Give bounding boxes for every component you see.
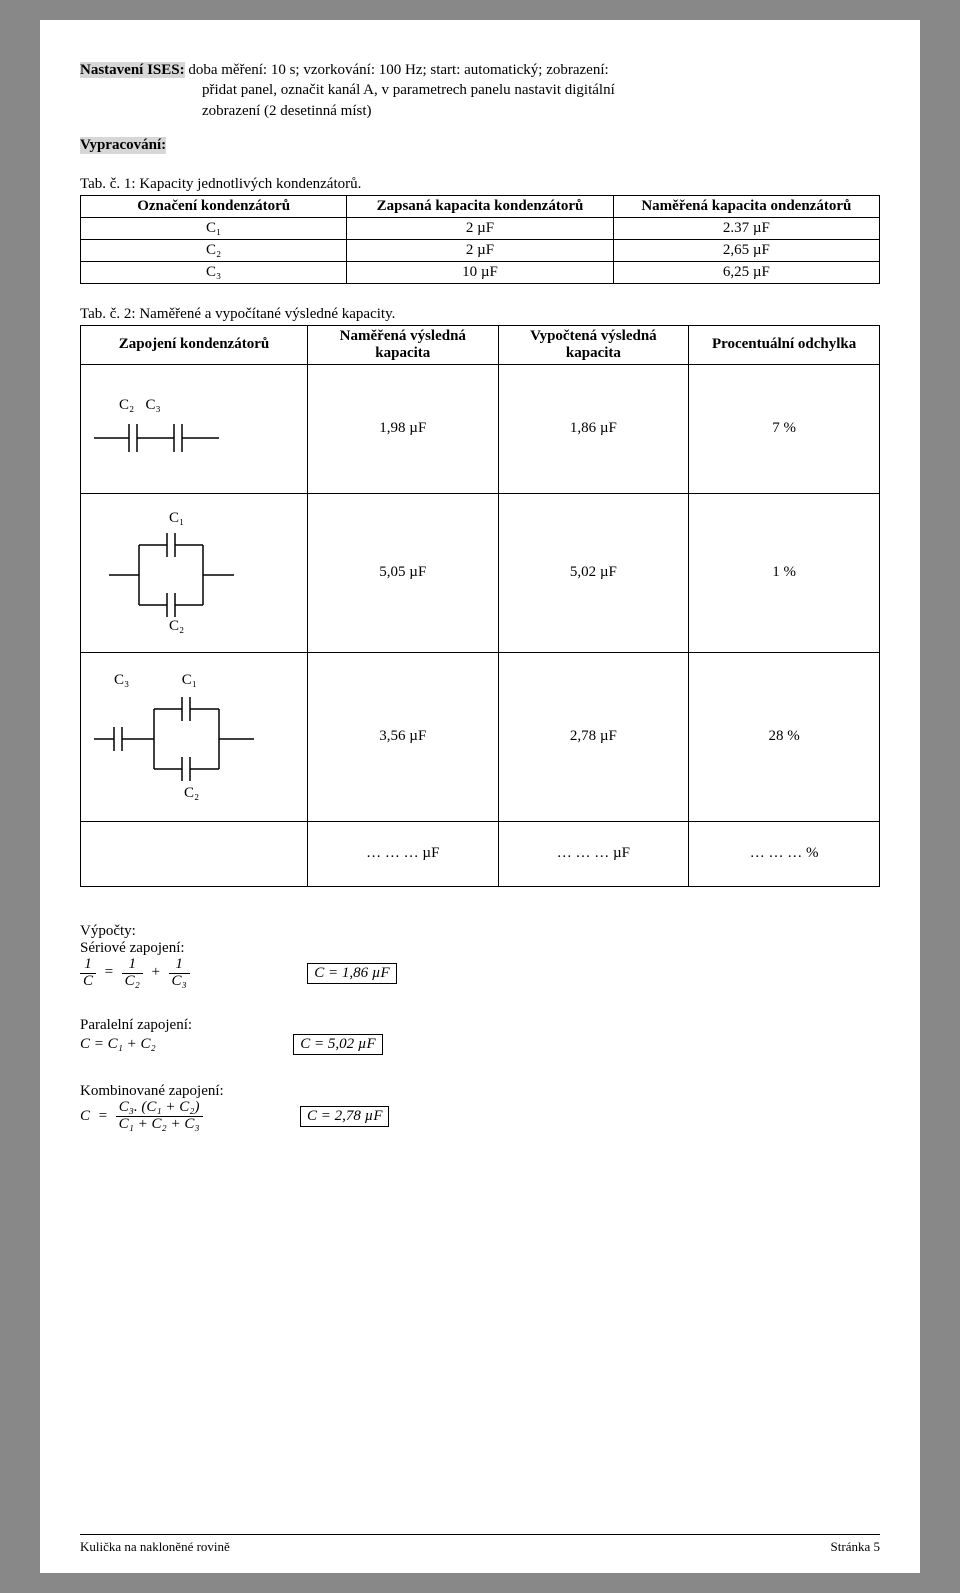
settings-block: Nastavení ISES: doba měření: 10 s; vzork… [80, 60, 880, 121]
serial-formula-r2: 1 C₃ [169, 957, 190, 990]
footer-separator [80, 1534, 880, 1535]
footer: Kulička na nakloněné rovině Stránka 5 [80, 1539, 880, 1555]
equals: = [98, 1108, 108, 1124]
table1-h1: Zapsaná kapacita kondenzátorů [347, 195, 613, 217]
cell: 5,02 µF [498, 493, 689, 652]
empty-diagram-cell [81, 821, 308, 886]
combined-label: Kombinované zapojení: [80, 1083, 880, 1100]
cap-label: C₁ [182, 672, 197, 688]
table-row: C₃ C₁ [81, 652, 880, 821]
table-row: C₁ [81, 493, 880, 652]
equals: = [104, 964, 114, 980]
parallel-result: C = 5,02 µF [293, 1034, 382, 1055]
table2-caption: Tab. č. 2: Naměřené a vypočítané výsledn… [80, 306, 880, 323]
circuit-diagram-cell: C₃ C₁ [81, 652, 308, 821]
footer-right: Stránka 5 [831, 1539, 880, 1555]
table-row: C₂ 2 µF 2,65 µF [81, 239, 880, 261]
circuit-diagram-cell: C₂ C₃ [81, 364, 308, 493]
section-title: Vypracování: [80, 137, 166, 154]
table-row: C₃ 10 µF 6,25 µF [81, 261, 880, 283]
table1-h0: Označení kondenzátorů [81, 195, 347, 217]
settings-line3: zobrazení (2 desetinná míst) [202, 101, 880, 121]
table2-h0: Zapojení kondenzátorů [81, 325, 308, 364]
cell: … … … µF [498, 821, 689, 886]
cell: 2.37 µF [613, 217, 879, 239]
cell: … … … % [689, 821, 880, 886]
table-row: C₂ C₃ [81, 364, 880, 493]
cell: 5,05 µF [308, 493, 499, 652]
table2-h1: Naměřená výsledná kapacita [308, 325, 499, 364]
combined-result: C = 2,78 µF [300, 1106, 389, 1127]
settings-line2: přidat panel, označit kanál A, v paramet… [202, 80, 880, 100]
cell: 7 % [689, 364, 880, 493]
cap-label: C₁ [169, 510, 184, 526]
table1-h2: Naměřená kapacita ondenzátorů [613, 195, 879, 217]
cell: 2,78 µF [498, 652, 689, 821]
cell: 1,86 µF [498, 364, 689, 493]
settings-label: Nastavení ISES: [80, 62, 185, 78]
footer-left: Kulička na nakloněné rovině [80, 1539, 230, 1555]
settings-line1: doba měření: 10 s; vzorkování: 100 Hz; s… [185, 62, 609, 78]
serial-formula-r1: 1 C₂ [122, 957, 143, 990]
parallel-formula: C = C₁ + C₂ [80, 1036, 156, 1052]
table1-caption: Tab. č. 1: Kapacity jednotlivých kondenz… [80, 176, 880, 193]
serial-result: C = 1,86 µF [307, 963, 396, 984]
combined-lhs: C [80, 1108, 90, 1124]
cell: C₂ [81, 239, 347, 261]
parallel-circuit-icon [89, 527, 279, 622]
cell: 6,25 µF [613, 261, 879, 283]
cell: 10 µF [347, 261, 613, 283]
combined-circuit-icon [89, 689, 299, 789]
table2: Zapojení kondenzátorů Naměřená výsledná … [80, 325, 880, 887]
table2-h2: Vypočtená výsledná kapacita [498, 325, 689, 364]
series-circuit-icon [89, 416, 259, 461]
circuit-diagram-cell: C₁ [81, 493, 308, 652]
cell: C₃ [81, 261, 347, 283]
serial-label: Sériové zapojení: [80, 940, 880, 957]
cap-label: C₃ [145, 397, 160, 413]
table1: Označení kondenzátorů Zapsaná kapacita k… [80, 195, 880, 284]
cell: … … … µF [308, 821, 499, 886]
cell: 28 % [689, 652, 880, 821]
cell: 3,56 µF [308, 652, 499, 821]
table2-h3: Procentuální odchylka [689, 325, 880, 364]
table-row: C₁ 2 µF 2.37 µF [81, 217, 880, 239]
plus: + [151, 964, 161, 980]
cell: C₁ [81, 217, 347, 239]
table-row: … … … µF … … … µF … … … % [81, 821, 880, 886]
cell: 2 µF [347, 239, 613, 261]
cell: 2,65 µF [613, 239, 879, 261]
cap-label: C₂ [119, 397, 134, 413]
cell: 1 % [689, 493, 880, 652]
cap-label: C₂ [169, 618, 184, 634]
cap-label: C₃ [114, 672, 129, 688]
cell: 2 µF [347, 217, 613, 239]
calc-title: Výpočty: [80, 923, 880, 940]
parallel-label: Paralelní zapojení: [80, 1017, 880, 1034]
cap-label: C₂ [184, 785, 199, 801]
cell: 1,98 µF [308, 364, 499, 493]
combined-formula: C₃. (C₁ + C₂) C₁ + C₂ + C₃ [116, 1100, 203, 1133]
serial-formula-lhs: 1 C [80, 957, 96, 990]
